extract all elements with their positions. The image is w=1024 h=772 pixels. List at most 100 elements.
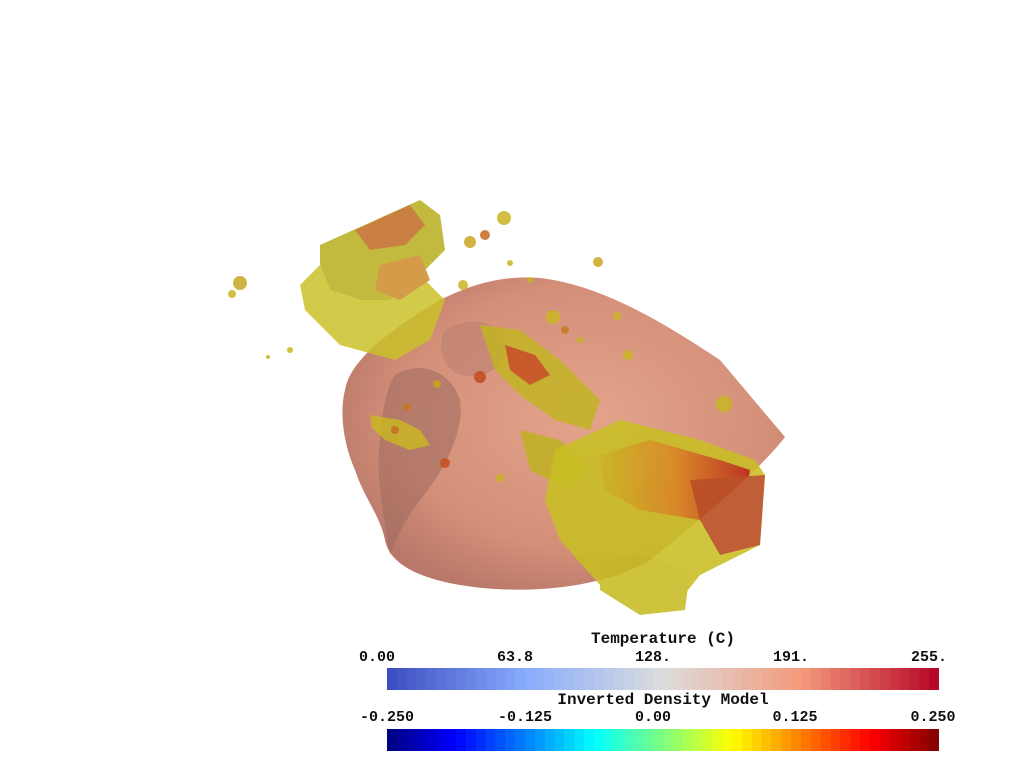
colorbar-band (653, 729, 664, 751)
colorbar-band (850, 668, 861, 690)
colorbar-band (594, 729, 605, 751)
colorbar-band (732, 729, 743, 751)
colorbar-band (574, 668, 585, 690)
colorbar-band (554, 729, 566, 751)
colorbar-band (899, 668, 911, 690)
density-tick: -0.250 (359, 709, 415, 726)
colorbar-band (436, 729, 447, 751)
colorbar-band (584, 668, 595, 690)
colorbar-band (603, 729, 615, 751)
colorbar-band (525, 729, 536, 751)
colorbar-band (692, 729, 704, 751)
temperature-tick: 255. (910, 649, 948, 666)
colorbar-band (929, 729, 939, 751)
colorbar-band (515, 729, 526, 751)
colorbar-band (840, 729, 851, 751)
isosurface-block-upper-left (300, 200, 445, 360)
density-tick: 0.125 (772, 709, 818, 726)
colorbar-band (702, 668, 713, 690)
colorbar-band (643, 729, 654, 751)
colorbar-band (426, 729, 437, 751)
colorbar-band (781, 729, 792, 751)
colorbar-band (623, 668, 635, 690)
terrain-valley-shadow (378, 368, 461, 555)
temperature-tick: 191. (772, 649, 810, 666)
colorbar-band (475, 668, 487, 690)
colorbar-band (564, 668, 575, 690)
colorbar-band (771, 668, 782, 690)
colorbar-band (840, 668, 851, 690)
temperature-tick: 128. (634, 649, 672, 666)
colorbar-band (436, 668, 447, 690)
colorbar-band (801, 668, 812, 690)
colorbar-band (722, 668, 733, 690)
density-colorbar-ticks: -0.250 -0.125 0.00 0.125 0.250 (340, 709, 980, 727)
colorbar-band (613, 729, 625, 751)
isosurface-scatter (228, 211, 732, 482)
colorbar-band (919, 668, 930, 690)
colorbar-band (643, 668, 654, 690)
colorbar-band (396, 668, 408, 690)
colorbar-band (613, 668, 625, 690)
colorbar-band (485, 729, 497, 751)
colorbar-band (751, 729, 763, 751)
colorbar-band (663, 729, 674, 751)
density-colorbar-gradient (387, 729, 939, 751)
colorbar-band (594, 668, 605, 690)
colorbar-band (406, 668, 418, 690)
colorbar-band (860, 729, 871, 751)
density-tick: 0.250 (910, 709, 956, 726)
colorbar-band (771, 729, 782, 751)
colorbar-band (781, 668, 792, 690)
colorbar-band (722, 729, 733, 751)
colorbar-band (820, 729, 832, 751)
colorbar-band (426, 668, 437, 690)
colorbar-band (810, 729, 822, 751)
colorbar-band (860, 668, 871, 690)
colorbar-band (406, 729, 418, 751)
temperature-colorbar-gradient (387, 668, 939, 690)
colorbar-band (830, 668, 842, 690)
colorbar-band (534, 668, 546, 690)
colorbar-band (741, 729, 753, 751)
colorbar-band (633, 668, 644, 690)
colorbar-band (909, 668, 920, 690)
colorbar-band (515, 668, 526, 690)
colorbar-band (879, 668, 891, 690)
colorbar-band (564, 729, 575, 751)
colorbar-band (919, 729, 930, 751)
density-tick: 0.00 (634, 709, 672, 726)
colorbar-band (712, 668, 723, 690)
colorbar-band (544, 668, 556, 690)
colorbar-band (495, 668, 506, 690)
colorbar-band (850, 729, 861, 751)
colorbar-band (485, 668, 497, 690)
colorbar-band (791, 668, 802, 690)
colorbar-band (387, 729, 398, 751)
colorbar-band (879, 729, 891, 751)
colorbar-band (889, 668, 901, 690)
colorbar-band (446, 729, 457, 751)
colorbar-band (456, 729, 467, 751)
colorbar-band (475, 729, 487, 751)
colorbar-band (761, 729, 773, 751)
density-tick: -0.125 (497, 709, 553, 726)
colorbar-band (396, 729, 408, 751)
colorbar-band (672, 729, 684, 751)
colorbar-band (692, 668, 704, 690)
colorbar-band (653, 668, 664, 690)
colorbar-band (899, 729, 911, 751)
density-colorbar-title: Inverted Density Model (557, 691, 769, 709)
colorbar-band (801, 729, 812, 751)
temperature-colorbar-ticks: 0.00 63.8 128. 191. 255. (340, 649, 980, 667)
colorbar-band (387, 668, 398, 690)
temperature-colorbar (387, 668, 939, 690)
colorbar-band (584, 729, 595, 751)
colorbar-band (534, 729, 546, 751)
temperature-tick: 63.8 (496, 649, 534, 666)
density-colorbar (387, 729, 939, 751)
colorbar-band (505, 668, 516, 690)
colorbar-band (870, 729, 881, 751)
